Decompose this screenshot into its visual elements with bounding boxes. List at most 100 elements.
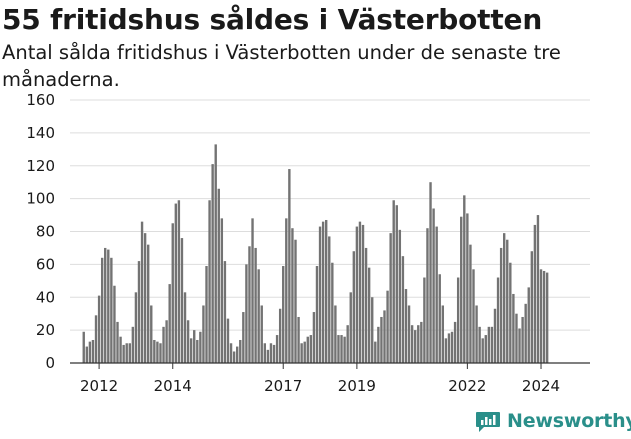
bar bbox=[444, 338, 448, 363]
bar bbox=[220, 218, 224, 363]
bar bbox=[509, 262, 512, 363]
bar bbox=[493, 308, 497, 363]
newsworthy-brand[interactable]: Newsworthy bbox=[475, 408, 631, 434]
bar bbox=[165, 320, 168, 363]
bar bbox=[300, 343, 303, 363]
bar bbox=[512, 293, 515, 363]
bar bbox=[367, 267, 371, 363]
gridlines bbox=[70, 99, 590, 331]
bar bbox=[414, 330, 417, 364]
bar bbox=[420, 321, 423, 363]
bar bbox=[386, 290, 389, 363]
x-tick-label: 2014 bbox=[154, 377, 192, 395]
bar bbox=[248, 246, 251, 363]
bar bbox=[380, 316, 383, 363]
bar bbox=[156, 341, 159, 363]
bar bbox=[481, 338, 484, 363]
bar bbox=[122, 344, 125, 363]
bar bbox=[539, 269, 543, 363]
highlight-value-label: 55 bbox=[0, 0, 19, 4]
bar bbox=[177, 200, 181, 363]
bar bbox=[162, 326, 165, 363]
bar bbox=[140, 221, 144, 363]
bar bbox=[352, 251, 356, 363]
y-tick-label: 140 bbox=[26, 124, 55, 142]
bar bbox=[186, 320, 190, 363]
bar bbox=[91, 339, 95, 363]
bar bbox=[312, 312, 316, 363]
bar bbox=[503, 233, 506, 363]
bar bbox=[521, 316, 524, 363]
bar bbox=[542, 270, 546, 363]
bar bbox=[496, 277, 500, 363]
bar bbox=[100, 257, 104, 363]
bar bbox=[251, 218, 254, 363]
y-tick-label: 40 bbox=[36, 288, 55, 306]
bar bbox=[487, 326, 491, 363]
x-axis-ticks: 2012 2014 2017 2019 2022 2024 bbox=[80, 363, 560, 395]
bar bbox=[82, 331, 85, 363]
bar bbox=[205, 266, 208, 363]
bar bbox=[325, 219, 328, 363]
bar bbox=[137, 261, 141, 363]
bar bbox=[294, 239, 297, 363]
bar bbox=[143, 233, 147, 363]
y-tick-label: 100 bbox=[26, 190, 55, 208]
bar bbox=[438, 274, 441, 363]
bar bbox=[432, 208, 435, 363]
bar bbox=[306, 336, 309, 363]
bar bbox=[515, 313, 518, 363]
bar bbox=[331, 262, 334, 363]
bar bbox=[116, 321, 119, 363]
bar bbox=[392, 200, 395, 363]
bar bbox=[441, 305, 445, 363]
bar bbox=[383, 310, 386, 363]
bar bbox=[545, 272, 549, 363]
x-tick-label: 2017 bbox=[264, 377, 302, 395]
y-tick-label: 60 bbox=[36, 255, 55, 273]
bar bbox=[447, 333, 451, 363]
bar bbox=[128, 343, 131, 363]
bar bbox=[232, 351, 236, 363]
bar bbox=[97, 295, 101, 363]
bar bbox=[395, 205, 398, 363]
bar bbox=[318, 226, 322, 363]
bar bbox=[229, 343, 233, 363]
bar bbox=[110, 257, 113, 363]
bar bbox=[119, 336, 122, 363]
bar bbox=[266, 349, 270, 363]
bar bbox=[309, 335, 313, 363]
chart-title: 55 fritidshus såldes i Västerbotten bbox=[2, 3, 543, 36]
bar bbox=[153, 339, 156, 363]
bar bbox=[288, 169, 291, 363]
bar bbox=[466, 213, 469, 363]
brand-name: Newsworthy bbox=[507, 410, 631, 432]
bar bbox=[260, 305, 263, 363]
bar bbox=[85, 346, 89, 363]
bar bbox=[180, 238, 184, 363]
bar bbox=[435, 226, 438, 363]
bar bbox=[371, 297, 374, 363]
bar bbox=[401, 256, 405, 363]
bar bbox=[337, 335, 340, 363]
bar bbox=[377, 326, 380, 363]
bar bbox=[407, 305, 411, 363]
bar bbox=[463, 195, 466, 363]
bar bbox=[125, 343, 128, 363]
bar bbox=[263, 343, 267, 363]
bar bbox=[275, 335, 279, 363]
bar bbox=[254, 247, 257, 363]
bar bbox=[478, 326, 481, 363]
bar bbox=[113, 285, 116, 363]
y-tick-label: 80 bbox=[36, 223, 55, 241]
chart-subtitle: Antal sålda fritidshus i Västerbotten un… bbox=[2, 41, 561, 91]
bar bbox=[340, 335, 343, 363]
bar bbox=[404, 289, 408, 363]
bar bbox=[355, 226, 359, 363]
bar bbox=[171, 223, 174, 363]
bar bbox=[429, 182, 432, 363]
x-tick-label: 2019 bbox=[338, 377, 376, 395]
y-tick-label: 0 bbox=[45, 354, 55, 372]
bar bbox=[499, 247, 503, 363]
